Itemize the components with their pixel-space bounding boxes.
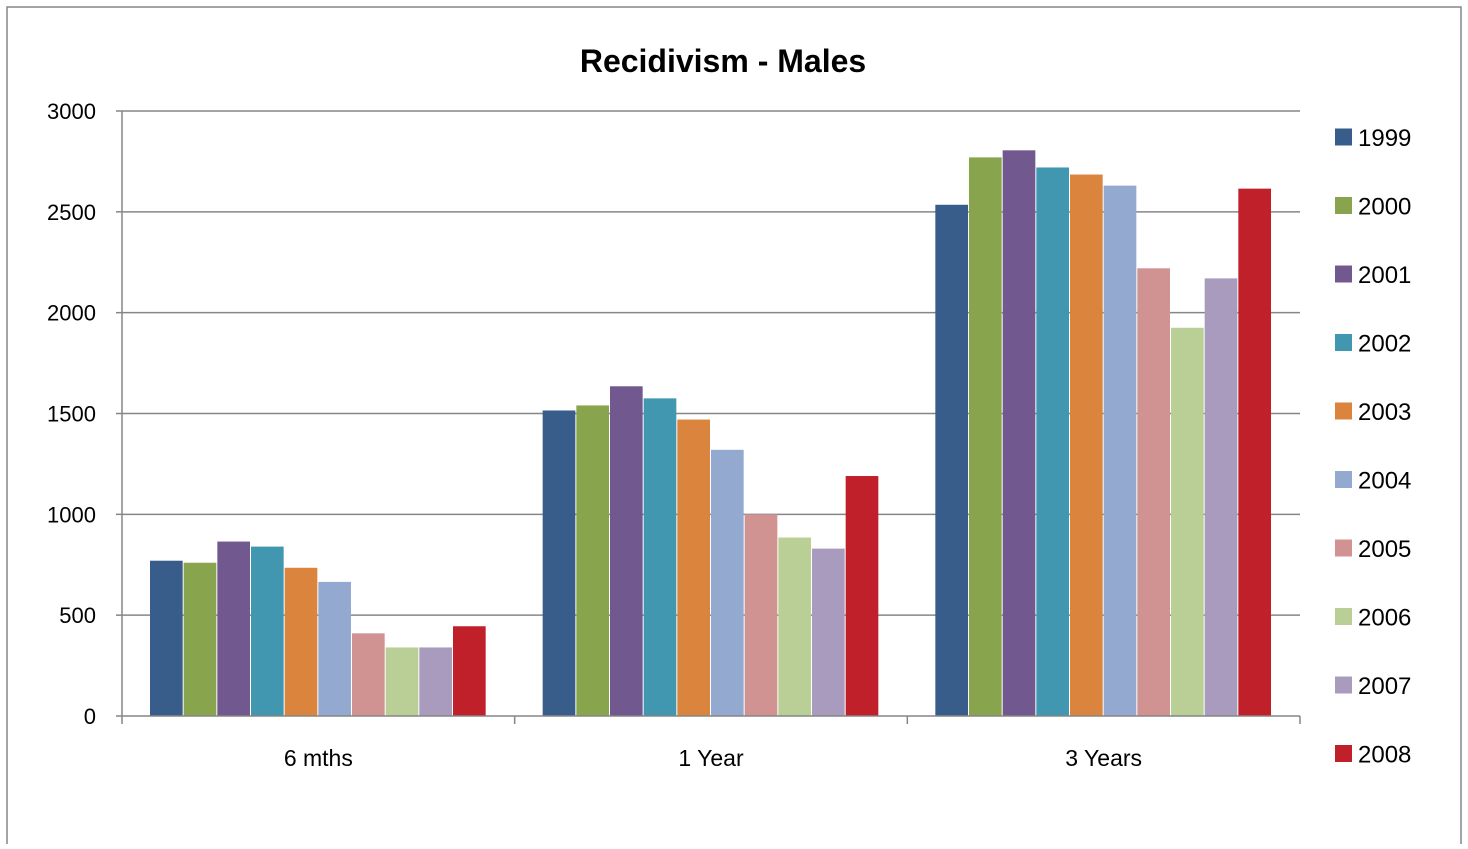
y-tick-label: 500 bbox=[59, 603, 96, 628]
legend-swatch-2000 bbox=[1335, 197, 1352, 214]
bar-2007-1 bbox=[812, 548, 845, 716]
legend: 1999 2000 2001 2002 2003 2004 2005 2006 2007 2008 bbox=[1335, 125, 1411, 769]
bar-2007-0 bbox=[419, 647, 452, 716]
legend-label: 2001 bbox=[1358, 262, 1411, 289]
legend-label: 2000 bbox=[1358, 194, 1411, 221]
bar-2006-1 bbox=[778, 537, 811, 716]
bar-2001-2 bbox=[1002, 150, 1036, 716]
legend-swatch-1999 bbox=[1335, 128, 1352, 146]
legend-swatch-2005 bbox=[1335, 539, 1352, 557]
bar-2003-2 bbox=[1070, 174, 1103, 716]
legend-swatch-2002 bbox=[1335, 334, 1352, 351]
bars bbox=[150, 150, 1271, 717]
bar-2003-1 bbox=[677, 419, 710, 716]
bar-2000-2 bbox=[969, 157, 1002, 717]
bar-2000-0 bbox=[183, 562, 217, 716]
bar-2008-0 bbox=[453, 626, 486, 716]
y-tick-label: 0 bbox=[84, 704, 96, 729]
bar-2008-2 bbox=[1238, 188, 1271, 716]
y-tick-label: 2500 bbox=[47, 200, 96, 225]
bar-2005-2 bbox=[1137, 268, 1170, 716]
legend-swatch-2007 bbox=[1335, 676, 1352, 694]
y-tick-label: 3000 bbox=[47, 99, 96, 124]
bar-2004-2 bbox=[1103, 185, 1137, 716]
legend-label: 1999 bbox=[1358, 125, 1411, 152]
bar-2006-0 bbox=[385, 647, 419, 716]
legend-label: 2005 bbox=[1358, 536, 1411, 563]
legend-label: 2008 bbox=[1358, 742, 1411, 769]
bar-2006-2 bbox=[1171, 327, 1204, 716]
bar-2002-2 bbox=[1036, 167, 1069, 716]
bar-2004-0 bbox=[318, 581, 351, 716]
legend-label: 2003 bbox=[1358, 399, 1411, 426]
bar-1999-1 bbox=[542, 410, 576, 716]
bar-2008-1 bbox=[845, 476, 879, 716]
legend-swatch-2003 bbox=[1335, 402, 1352, 420]
x-axis bbox=[121, 111, 1301, 724]
x-tick-label: 3 Years bbox=[1065, 745, 1142, 771]
bar-2005-1 bbox=[744, 514, 778, 716]
bar-2000-1 bbox=[576, 405, 609, 716]
x-tick-label: 6 mths bbox=[284, 745, 353, 771]
legend-swatch-2006 bbox=[1335, 608, 1352, 625]
bar-2002-1 bbox=[643, 398, 677, 716]
legend-swatch-2008 bbox=[1335, 745, 1352, 762]
legend-label: 2007 bbox=[1358, 673, 1411, 700]
y-tick-label: 1500 bbox=[47, 402, 96, 427]
bar-2004-1 bbox=[711, 449, 744, 716]
legend-label: 2006 bbox=[1358, 605, 1411, 632]
bar-2001-0 bbox=[217, 541, 250, 716]
legend-label: 2002 bbox=[1358, 331, 1411, 358]
x-axis-ticks: 6 mths 1 Year 3 Years bbox=[284, 745, 1142, 771]
legend-swatch-2004 bbox=[1335, 471, 1352, 488]
chart-title: Recidivism - Males bbox=[580, 43, 866, 79]
bar-2002-0 bbox=[251, 546, 284, 716]
y-tick-label: 1000 bbox=[47, 502, 96, 527]
x-tick-label: 1 Year bbox=[678, 745, 744, 771]
bar-2005-0 bbox=[352, 633, 385, 716]
bar-1999-0 bbox=[150, 560, 183, 716]
y-axis-ticks: 0 500 1000 1500 2000 2500 3000 bbox=[47, 99, 122, 729]
legend-swatch-2001 bbox=[1335, 265, 1352, 283]
bar-2003-0 bbox=[284, 567, 318, 716]
legend-label: 2004 bbox=[1358, 468, 1411, 495]
bar-2001-1 bbox=[610, 386, 643, 716]
y-tick-label: 2000 bbox=[47, 301, 96, 326]
bar-2007-2 bbox=[1204, 278, 1238, 716]
bar-1999-2 bbox=[935, 204, 968, 716]
